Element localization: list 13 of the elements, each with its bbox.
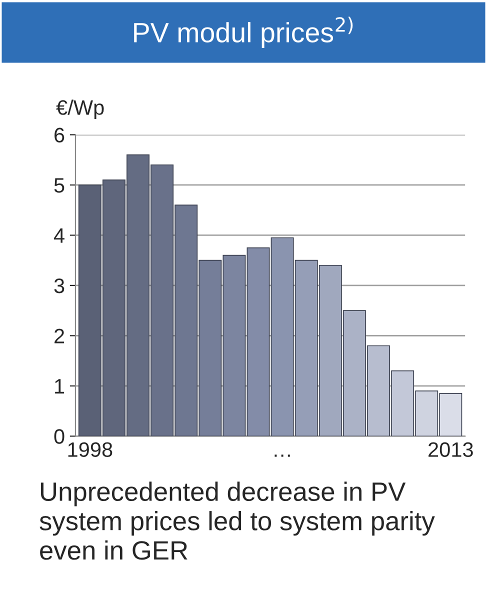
y-tick-label: 1 bbox=[55, 379, 64, 394]
chart-title: PV modul prices$^{2)}$ bbox=[134, 16, 353, 48]
text: Unprecedented decrease in PV system prices led to system parity even in GER bbox=[40, 482, 435, 560]
x-tick-label: … bbox=[274, 454, 290, 457]
y-axis-title: €/Wp bbox=[56, 100, 104, 120]
y-tick-label: 2 bbox=[54, 328, 64, 344]
y-tick-label: 0 bbox=[54, 429, 64, 444]
x-tick-label: 2013 bbox=[428, 442, 473, 458]
y-tick-label: 6 bbox=[54, 128, 64, 142]
y-tick-label: 3 bbox=[54, 278, 64, 294]
x-tick-label: 1998 bbox=[68, 442, 112, 458]
y-tick-label: 4 bbox=[54, 228, 64, 243]
y-tick-label: 5 bbox=[54, 178, 64, 193]
